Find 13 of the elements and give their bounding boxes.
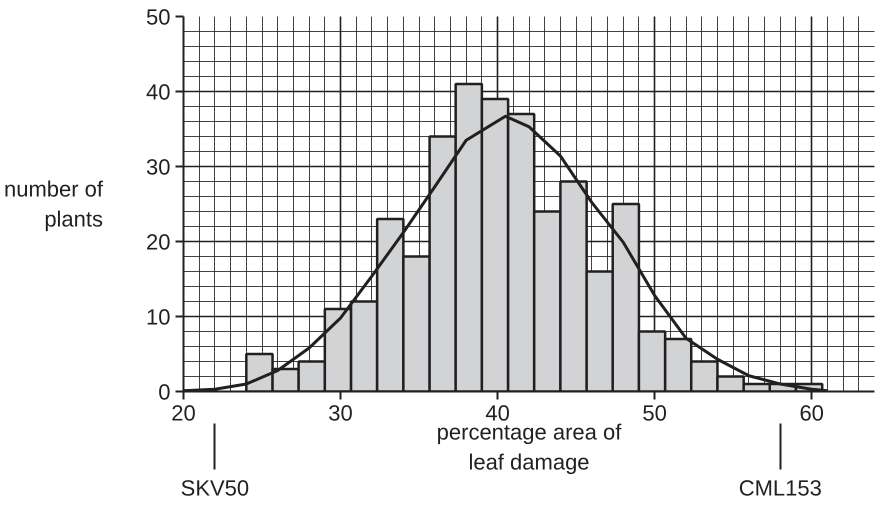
x-tick-label: 20 [171,400,196,426]
x-tick-label: 50 [642,400,667,426]
y-tick-label: 0 [158,380,171,404]
y-tick-label: 10 [146,304,171,330]
annotation: CML153 [738,476,822,500]
y-tick-label: 20 [146,230,171,254]
y-tick-label: 40 [146,80,171,104]
y-axis-title: number of plants [4,176,104,232]
annotation: SKV50 [180,476,250,500]
x-tick-label: 30 [328,400,353,426]
x-tick-label: 60 [799,400,824,426]
y-tick-label: 50 [146,4,171,30]
y-tick-label: 30 [146,154,171,180]
